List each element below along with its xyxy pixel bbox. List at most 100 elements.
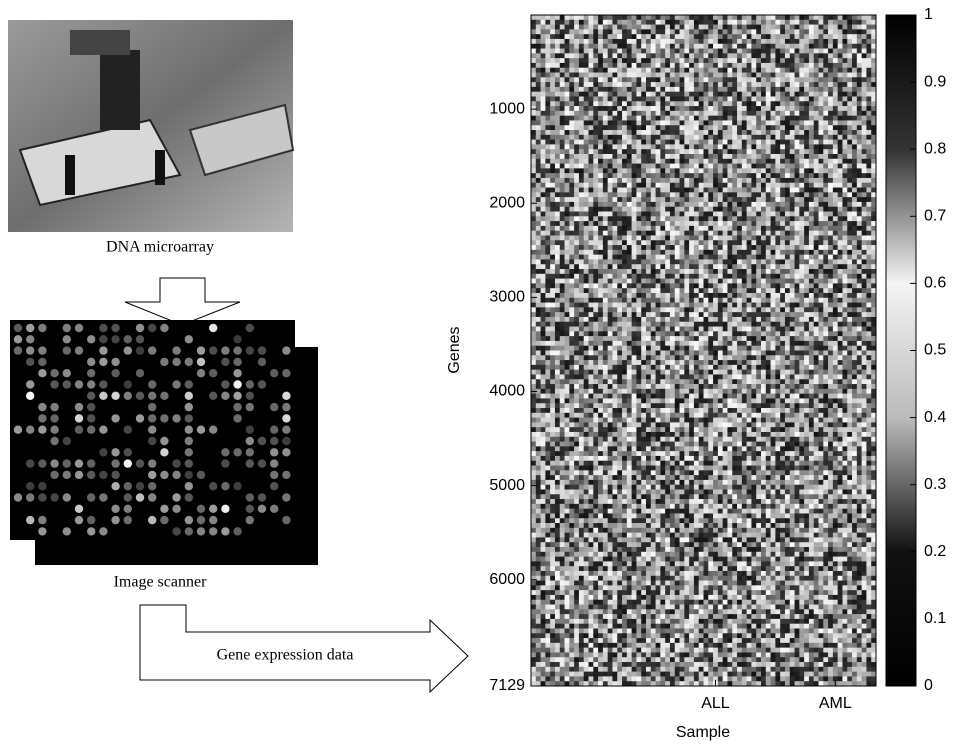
cell xyxy=(684,39,689,44)
spot xyxy=(63,527,71,535)
cell xyxy=(579,212,584,217)
cell xyxy=(742,25,747,30)
cell xyxy=(565,130,570,135)
cell xyxy=(689,264,694,269)
cell xyxy=(555,250,560,255)
cell xyxy=(780,269,785,274)
cell xyxy=(833,183,838,188)
cell xyxy=(641,29,646,34)
cell xyxy=(531,44,536,49)
cell xyxy=(775,216,780,221)
cell xyxy=(545,96,550,101)
cell xyxy=(775,20,780,25)
cell xyxy=(847,15,852,20)
cell xyxy=(699,125,704,130)
cell xyxy=(584,96,589,101)
cell xyxy=(612,235,617,240)
cell xyxy=(641,96,646,101)
cell xyxy=(545,288,550,293)
cell xyxy=(579,144,584,149)
spot xyxy=(233,335,241,343)
cell xyxy=(823,303,828,308)
cell xyxy=(675,298,680,303)
cell xyxy=(756,73,761,78)
cell xyxy=(636,135,641,140)
cell xyxy=(756,245,761,250)
cell xyxy=(617,250,622,255)
cell xyxy=(646,101,651,106)
cell xyxy=(670,303,675,308)
cell xyxy=(713,255,718,260)
cell xyxy=(612,77,617,82)
cell xyxy=(665,255,670,260)
cell xyxy=(608,101,613,106)
cell xyxy=(636,44,641,49)
cell xyxy=(842,63,847,68)
cell xyxy=(742,235,747,240)
cell xyxy=(589,144,594,149)
cell xyxy=(680,44,685,49)
cell xyxy=(809,188,814,193)
cell xyxy=(684,183,689,188)
cell xyxy=(689,68,694,73)
cell xyxy=(761,202,766,207)
cell xyxy=(579,111,584,116)
cell xyxy=(541,20,546,25)
cell xyxy=(852,34,857,39)
cell xyxy=(713,130,718,135)
cell xyxy=(732,87,737,92)
cell xyxy=(842,207,847,212)
cell xyxy=(555,303,560,308)
cell xyxy=(747,264,752,269)
cell xyxy=(531,53,536,58)
cell xyxy=(771,264,776,269)
cell xyxy=(737,149,742,154)
cell xyxy=(531,279,536,284)
cell xyxy=(651,197,656,202)
cell xyxy=(723,327,728,332)
cell xyxy=(617,106,622,111)
cell xyxy=(723,197,728,202)
cell xyxy=(641,63,646,68)
cell xyxy=(819,279,824,284)
cell xyxy=(819,49,824,54)
cell xyxy=(627,111,632,116)
cell xyxy=(699,58,704,63)
cell xyxy=(704,15,709,20)
cell xyxy=(612,288,617,293)
cell xyxy=(814,58,819,63)
cell xyxy=(756,149,761,154)
cell xyxy=(632,322,637,327)
cell xyxy=(560,317,565,322)
cell xyxy=(684,327,689,332)
spot xyxy=(50,403,58,411)
cell xyxy=(531,135,536,140)
cell xyxy=(632,235,637,240)
cell xyxy=(852,135,857,140)
cell xyxy=(718,317,723,322)
cell xyxy=(598,29,603,34)
cell xyxy=(785,207,790,212)
cell xyxy=(622,317,627,322)
cell xyxy=(675,259,680,264)
cell xyxy=(579,20,584,25)
cell xyxy=(737,15,742,20)
cell xyxy=(680,307,685,312)
spot xyxy=(185,482,193,490)
cell xyxy=(680,322,685,327)
cell xyxy=(574,92,579,97)
cell xyxy=(694,327,699,332)
cell xyxy=(670,197,675,202)
cell xyxy=(632,15,637,20)
cell xyxy=(536,159,541,164)
cell xyxy=(684,135,689,140)
cell xyxy=(847,101,852,106)
cell xyxy=(838,264,843,269)
spot xyxy=(26,426,34,434)
cell xyxy=(862,87,867,92)
cell xyxy=(842,226,847,231)
cell xyxy=(852,168,857,173)
cell xyxy=(842,154,847,159)
cell xyxy=(718,274,723,279)
cell xyxy=(775,192,780,197)
